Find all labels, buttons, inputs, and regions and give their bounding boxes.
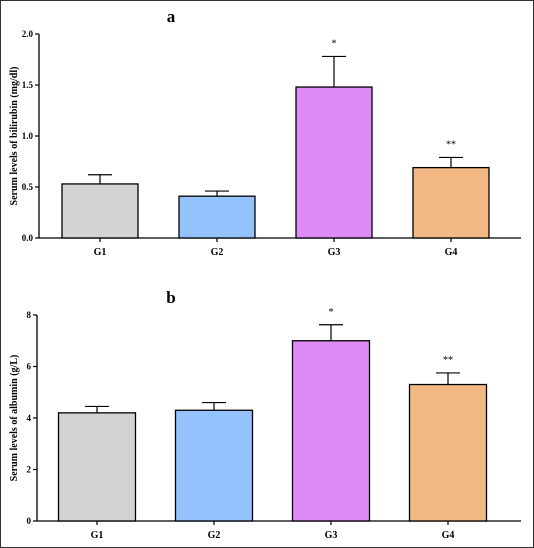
panel-a-bar-g2 xyxy=(178,195,256,239)
panel-b-bar-g1 xyxy=(57,412,137,522)
panel-a-category-label: G2 xyxy=(211,247,224,258)
panel-b-letter: b xyxy=(166,288,175,307)
panel-a-bar-g3 xyxy=(295,86,373,239)
panel-b-category-label: G1 xyxy=(91,530,104,541)
panel-a-y-tick-label: 1.0 xyxy=(22,131,34,141)
panel-a-bar-g1 xyxy=(61,183,139,239)
panel-b-significance-label: * xyxy=(329,307,334,318)
panel-a-y-tick-label: 1.5 xyxy=(22,80,34,90)
panel-b-bar-g3 xyxy=(291,340,371,522)
panel-b-bar-g2 xyxy=(174,409,254,522)
panel-a-y-tick-label: 2.0 xyxy=(22,29,34,39)
panel-a-category-label: G4 xyxy=(445,247,458,258)
panel-b-y-tick-label: 0 xyxy=(27,516,32,526)
panel-a-letter: a xyxy=(167,7,176,26)
panel-b-y-tick-label: 8 xyxy=(27,310,32,320)
panel-b-y-axis-title: Serum levels of albumin (g/L) xyxy=(9,355,20,482)
panel-a-y-axis-title: Serum levels of bilirubin (mg/dl) xyxy=(9,67,20,206)
panel-a-category-label: G1 xyxy=(94,247,107,258)
panel-b-bar-g4 xyxy=(408,383,488,522)
panel-b-y-tick-label: 2 xyxy=(27,465,32,475)
panel-b-y-tick-label: 4 xyxy=(27,413,32,423)
panel-a-y-tick-label: 0.5 xyxy=(22,182,34,192)
panel-b-significance-label: ** xyxy=(443,355,453,366)
panel-a-category-label: G3 xyxy=(328,247,341,258)
panel-b-y-tick-label: 6 xyxy=(27,362,32,372)
panel-b-category-label: G4 xyxy=(442,530,455,541)
panel-a-y-tick-label: 0.0 xyxy=(22,233,34,243)
panel-a-significance-label: * xyxy=(332,38,337,49)
panel-b-category-label: G3 xyxy=(325,530,338,541)
panel-a-bar-g4 xyxy=(412,166,490,239)
panel-b-category-label: G2 xyxy=(208,530,221,541)
panel-a-significance-label: ** xyxy=(446,139,456,150)
